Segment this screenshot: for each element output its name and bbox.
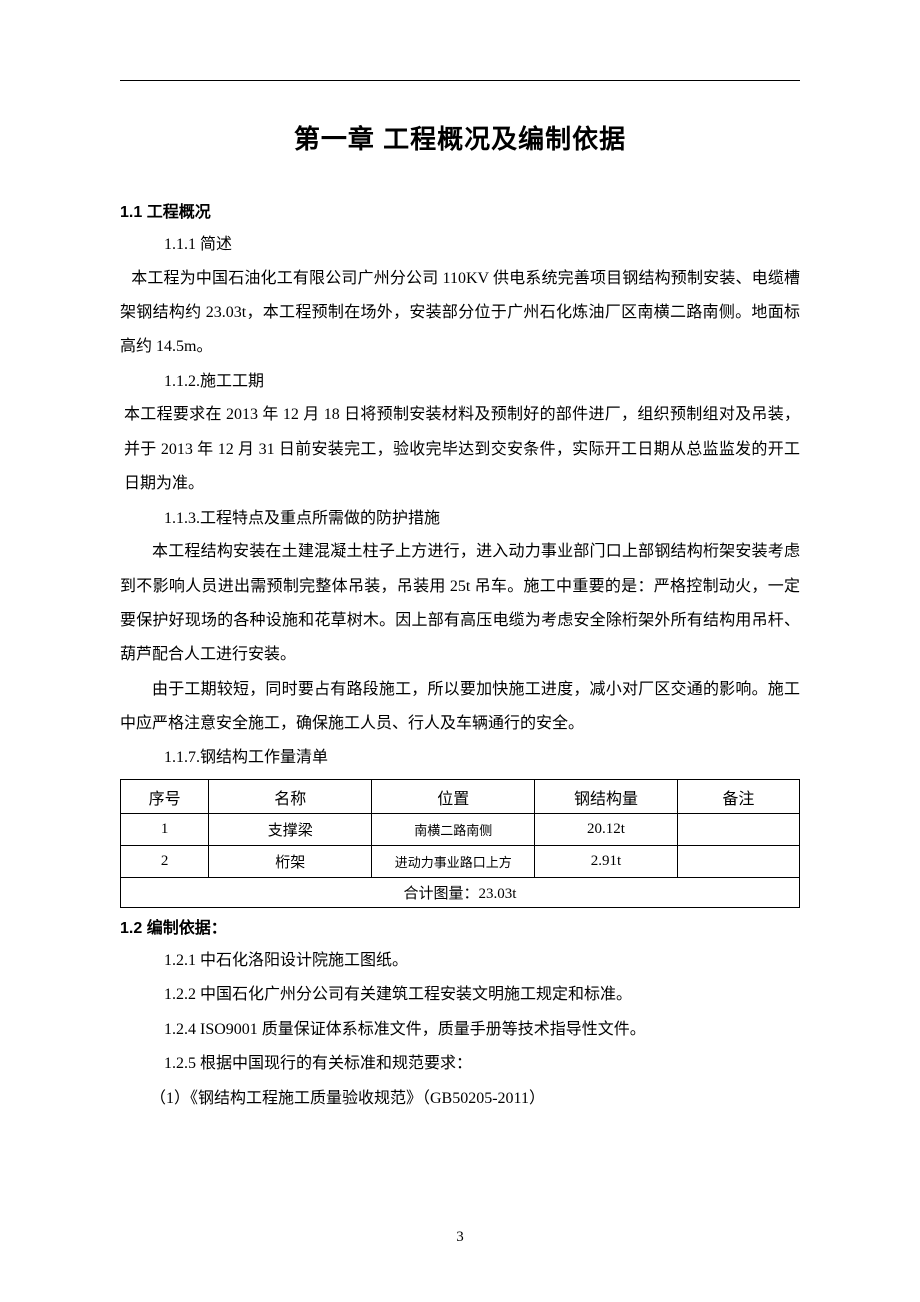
basis-list-item: 1.2.1 中石化洛阳设计院施工图纸。	[164, 944, 800, 978]
basis-list: 1.2.1 中石化洛阳设计院施工图纸。1.2.2 中国石化广州分公司有关建筑工程…	[120, 944, 800, 1082]
subsection-1-1-2-number: 1.1.2.施工工期	[164, 365, 800, 399]
subsection-1-1-1-number: 1.1.1 简述	[164, 228, 800, 262]
chapter-title: 第一章 工程概况及编制依据	[120, 119, 800, 156]
table-header-cell: 序号	[121, 780, 209, 814]
table-header-cell: 位置	[372, 780, 535, 814]
table-cell: 2	[121, 846, 209, 878]
table-cell: 20.12t	[535, 814, 678, 846]
standard-item-1: （1）《钢结构工程施工质量验收规范》（GB50205-2011）	[150, 1082, 800, 1116]
section-1-1-heading: 1.1 工程概况	[120, 198, 800, 222]
subsection-1-1-3-para2: 由于工期较短，同时要占有路段施工，所以要加快施工进度，减小对厂区交通的影响。施工…	[120, 673, 800, 742]
subsection-1-1-2-text: 本工程要求在 2013 年 12 月 18 日将预制安装材料及预制好的部件进厂，…	[124, 398, 800, 501]
table-cell: 进动力事业路口上方	[372, 846, 535, 878]
table-header-row: 序号名称位置钢结构量备注	[121, 780, 800, 814]
basis-list-item: 1.2.5 根据中国现行的有关标准和规范要求：	[164, 1047, 800, 1081]
document-page: 第一章 工程概况及编制依据 1.1 工程概况 1.1.1 简述 本工程为中国石油…	[0, 0, 920, 1156]
table-cell	[677, 846, 799, 878]
table-header-cell: 名称	[209, 780, 372, 814]
table-cell: 桁架	[209, 846, 372, 878]
table-cell	[677, 814, 799, 846]
top-border-rule	[120, 80, 800, 81]
section-1-2-heading: 1.2 编制依据：	[120, 914, 800, 938]
subsection-1-1-3-para1: 本工程结构安装在土建混凝土柱子上方进行，进入动力事业部门口上部钢结构桁架安装考虑…	[120, 535, 800, 673]
table-cell: 2.91t	[535, 846, 678, 878]
subsection-1-1-7-number: 1.1.7.钢结构工作量清单	[164, 741, 800, 775]
table-row: 1支撑梁南横二路南侧20.12t	[121, 814, 800, 846]
page-number: 3	[0, 1229, 920, 1246]
table-header-cell: 备注	[677, 780, 799, 814]
subsection-1-1-3-number: 1.1.3.工程特点及重点所需做的防护措施	[164, 502, 800, 536]
basis-list-item: 1.2.2 中国石化广州分公司有关建筑工程安装文明施工规定和标准。	[164, 978, 800, 1012]
table-total-cell: 合计图量：23.03t	[121, 878, 800, 908]
subsection-1-1-1-text: 本工程为中国石油化工有限公司广州分公司 110KV 供电系统完善项目钢结构预制安…	[120, 262, 800, 365]
basis-list-item: 1.2.4 ISO9001 质量保证体系标准文件，质量手册等技术指导性文件。	[164, 1013, 800, 1047]
table-total-row: 合计图量：23.03t	[121, 878, 800, 908]
table-cell: 南横二路南侧	[372, 814, 535, 846]
table-cell: 1	[121, 814, 209, 846]
table-row: 2桁架进动力事业路口上方2.91t	[121, 846, 800, 878]
table-cell: 支撑梁	[209, 814, 372, 846]
table-header-cell: 钢结构量	[535, 780, 678, 814]
steel-structure-table: 序号名称位置钢结构量备注 1支撑梁南横二路南侧20.12t2桁架进动力事业路口上…	[120, 779, 800, 908]
